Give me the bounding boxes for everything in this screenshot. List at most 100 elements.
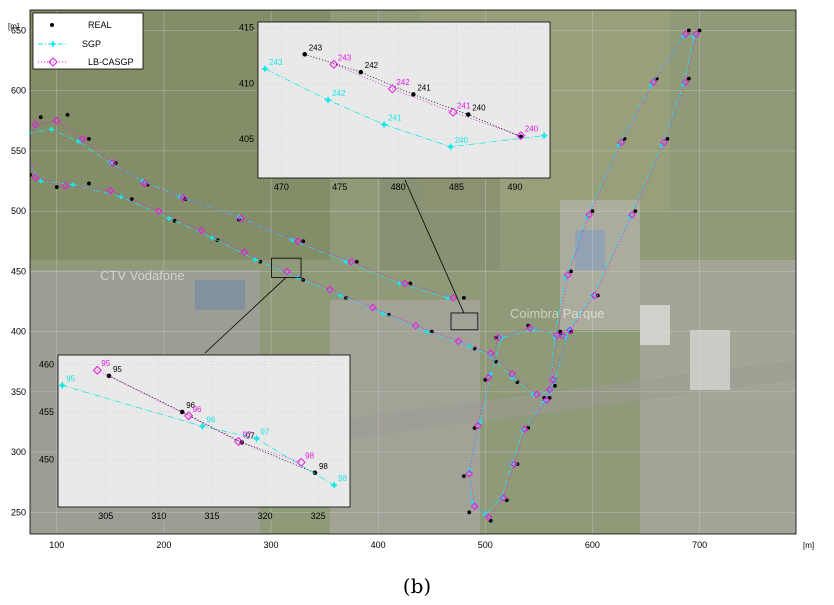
inset-point-lb-casgp bbox=[329, 59, 339, 69]
point-lb-casgp bbox=[237, 214, 245, 223]
point-real bbox=[23, 137, 27, 141]
point-real bbox=[633, 209, 638, 214]
point-real bbox=[569, 269, 573, 274]
x-tick-label: 300 bbox=[264, 540, 279, 550]
point-sgp bbox=[466, 342, 473, 350]
point-lb-casgp bbox=[411, 321, 420, 330]
point-real bbox=[494, 335, 498, 340]
inset-point-lb-casgp bbox=[92, 365, 102, 375]
inset-point-label: 243 bbox=[338, 53, 352, 62]
point-lb-casgp bbox=[585, 210, 594, 219]
point-sgp bbox=[487, 370, 494, 377]
inset-point-sgp bbox=[380, 120, 388, 129]
inset-x-tick-label: 490 bbox=[507, 182, 522, 192]
zoom-region-top bbox=[450, 312, 479, 331]
inset-point-real bbox=[302, 52, 307, 57]
point-lb-casgp bbox=[154, 207, 163, 216]
point-lb-casgp bbox=[454, 337, 463, 346]
point-real bbox=[87, 181, 91, 186]
point-sgp bbox=[565, 326, 573, 333]
inset-x-tick-label: 470 bbox=[274, 182, 289, 192]
series-line-sgp bbox=[30, 36, 695, 516]
inset-y-tick-label: 410 bbox=[239, 78, 254, 88]
inset-y-tick-label: 460 bbox=[39, 360, 54, 370]
y-tick-label: 550 bbox=[11, 146, 26, 156]
inset-background bbox=[58, 355, 350, 507]
y-tick-label: 500 bbox=[11, 206, 26, 216]
point-sgp bbox=[48, 126, 55, 133]
inset-point-sgp bbox=[324, 96, 332, 104]
inset-point-lb-casgp bbox=[516, 131, 526, 141]
inset-point-label: 95 bbox=[66, 374, 75, 383]
point-real bbox=[472, 346, 477, 351]
point-lb-casgp bbox=[470, 502, 479, 511]
series-lb-casgp bbox=[30, 30, 701, 522]
inset-point-sgp bbox=[540, 131, 548, 140]
point-lb-casgp bbox=[240, 248, 249, 257]
inset-line-lb-casgp bbox=[97, 369, 302, 463]
y-tick-label: 250 bbox=[11, 507, 26, 517]
point-sgp bbox=[30, 129, 34, 137]
x-tick-label: 500 bbox=[478, 540, 493, 550]
inset-x-tick-label: 325 bbox=[311, 511, 326, 521]
legend-marker-real bbox=[50, 23, 54, 27]
inset-y-tick-label: 455 bbox=[39, 407, 54, 417]
point-real bbox=[494, 359, 498, 364]
point-real bbox=[461, 295, 466, 300]
point-real bbox=[87, 136, 91, 141]
point-sgp bbox=[551, 334, 559, 341]
point-lb-casgp bbox=[566, 326, 574, 335]
point-sgp bbox=[562, 333, 569, 340]
point-lb-casgp bbox=[401, 279, 409, 288]
point-real bbox=[301, 239, 306, 244]
inset-point-label: 242 bbox=[396, 78, 410, 87]
point-lb-casgp bbox=[108, 159, 117, 167]
point-lb-casgp bbox=[553, 331, 562, 340]
point-sgp bbox=[444, 294, 452, 302]
figure-caption: (b) bbox=[402, 574, 432, 598]
x-tick-label: 400 bbox=[371, 540, 386, 550]
legend-entry-lbcasgp: LB-CASGP bbox=[38, 57, 134, 67]
point-lb-casgp bbox=[563, 271, 572, 279]
point-lb-casgp bbox=[510, 460, 519, 469]
y-unit-label: [m] bbox=[8, 22, 19, 31]
inset-point-label: 95 bbox=[113, 365, 122, 374]
inset-background bbox=[258, 22, 550, 178]
point-real bbox=[354, 259, 359, 264]
inset-point-label: 97 bbox=[243, 430, 252, 439]
point-lb-casgp bbox=[660, 138, 669, 147]
point-lb-casgp bbox=[545, 385, 554, 394]
inset-point-label: 242 bbox=[332, 89, 346, 98]
inset-point-real bbox=[465, 112, 471, 117]
point-lb-casgp bbox=[197, 226, 206, 235]
inset-point-lb-casgp bbox=[387, 84, 397, 94]
point-lb-casgp bbox=[31, 120, 40, 129]
y-tick-label: 450 bbox=[11, 266, 26, 276]
point-sgp bbox=[476, 418, 484, 426]
point-sgp bbox=[508, 460, 516, 468]
inset-y-tick-label: 405 bbox=[239, 134, 254, 144]
point-lb-casgp bbox=[508, 369, 517, 378]
point-sgp bbox=[342, 258, 350, 265]
y-tick-label: 400 bbox=[11, 327, 26, 337]
point-lb-casgp bbox=[52, 116, 61, 125]
point-lb-casgp bbox=[326, 285, 334, 294]
inset-frame bbox=[257, 21, 551, 179]
point-sgp bbox=[208, 234, 216, 241]
inset-point-label: 96 bbox=[186, 401, 195, 410]
point-lb-casgp bbox=[484, 513, 493, 522]
point-lb-casgp bbox=[590, 291, 599, 300]
inset-point-label: 97 bbox=[261, 428, 270, 437]
point-sgp bbox=[139, 177, 146, 185]
inset-point-sgp bbox=[261, 64, 269, 73]
point-sgp bbox=[396, 280, 403, 287]
watermark-coimbra: Coimbra Parque bbox=[510, 306, 605, 321]
legend: REAL SGP LB-CASGP bbox=[32, 12, 144, 70]
inset-x-tick-label: 475 bbox=[332, 182, 347, 192]
inset-point-real bbox=[411, 92, 416, 97]
point-lb-casgp bbox=[465, 469, 474, 478]
inset-x-tick-label: 305 bbox=[98, 511, 113, 521]
inset-line-sgp bbox=[62, 385, 335, 486]
